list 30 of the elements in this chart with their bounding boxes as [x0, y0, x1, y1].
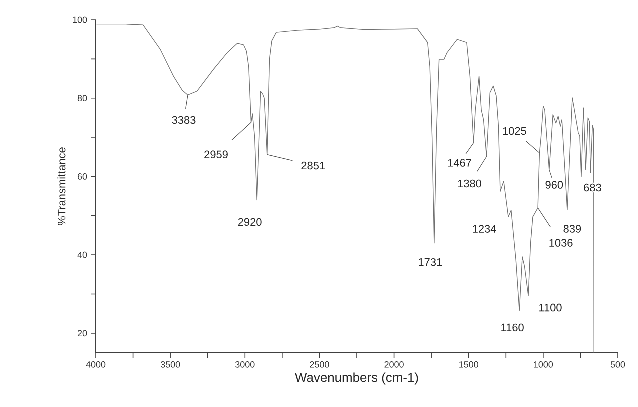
annotation: 960 — [546, 181, 564, 189]
x-tick-label: 3500 — [160, 361, 180, 368]
x-tick-label: 1500 — [460, 361, 478, 368]
annotation: 2920 — [238, 218, 262, 226]
annotation: 683 — [584, 184, 602, 192]
y-tick-label: 60 — [78, 174, 88, 180]
annotation: 1467 — [448, 159, 472, 167]
annotation: 1731 — [419, 258, 442, 266]
x-tick-label: 2000 — [384, 361, 404, 368]
annotation: 3383 — [172, 116, 196, 124]
x-tick-label: 2500 — [310, 361, 330, 368]
y-axis-title: %Transmittance — [58, 148, 66, 226]
annotation: 839 — [564, 225, 582, 233]
y-tick-label: 80 — [78, 95, 88, 102]
annotation: 1100 — [540, 304, 562, 312]
annotation: 1025 — [503, 127, 526, 136]
annotation: 1160 — [502, 324, 524, 332]
x-tick-label: 4000 — [86, 361, 106, 368]
y-tick-label: 100 — [73, 16, 88, 24]
annotation: 1234 — [473, 225, 496, 233]
annotation: 2959 — [204, 150, 228, 159]
annotation: 1380 — [458, 180, 482, 188]
y-tick-label: 40 — [78, 252, 88, 258]
x-axis-title: Wavenumbers (cm-1) — [295, 372, 418, 385]
x-tick-label: 1000 — [534, 361, 554, 368]
y-tick-label: 20 — [78, 330, 88, 337]
x-tick-label: 3000 — [236, 361, 255, 368]
annotation: 1036 — [550, 239, 573, 247]
annotation: 2851 — [302, 162, 326, 170]
x-tick-label: 500 — [610, 361, 626, 368]
